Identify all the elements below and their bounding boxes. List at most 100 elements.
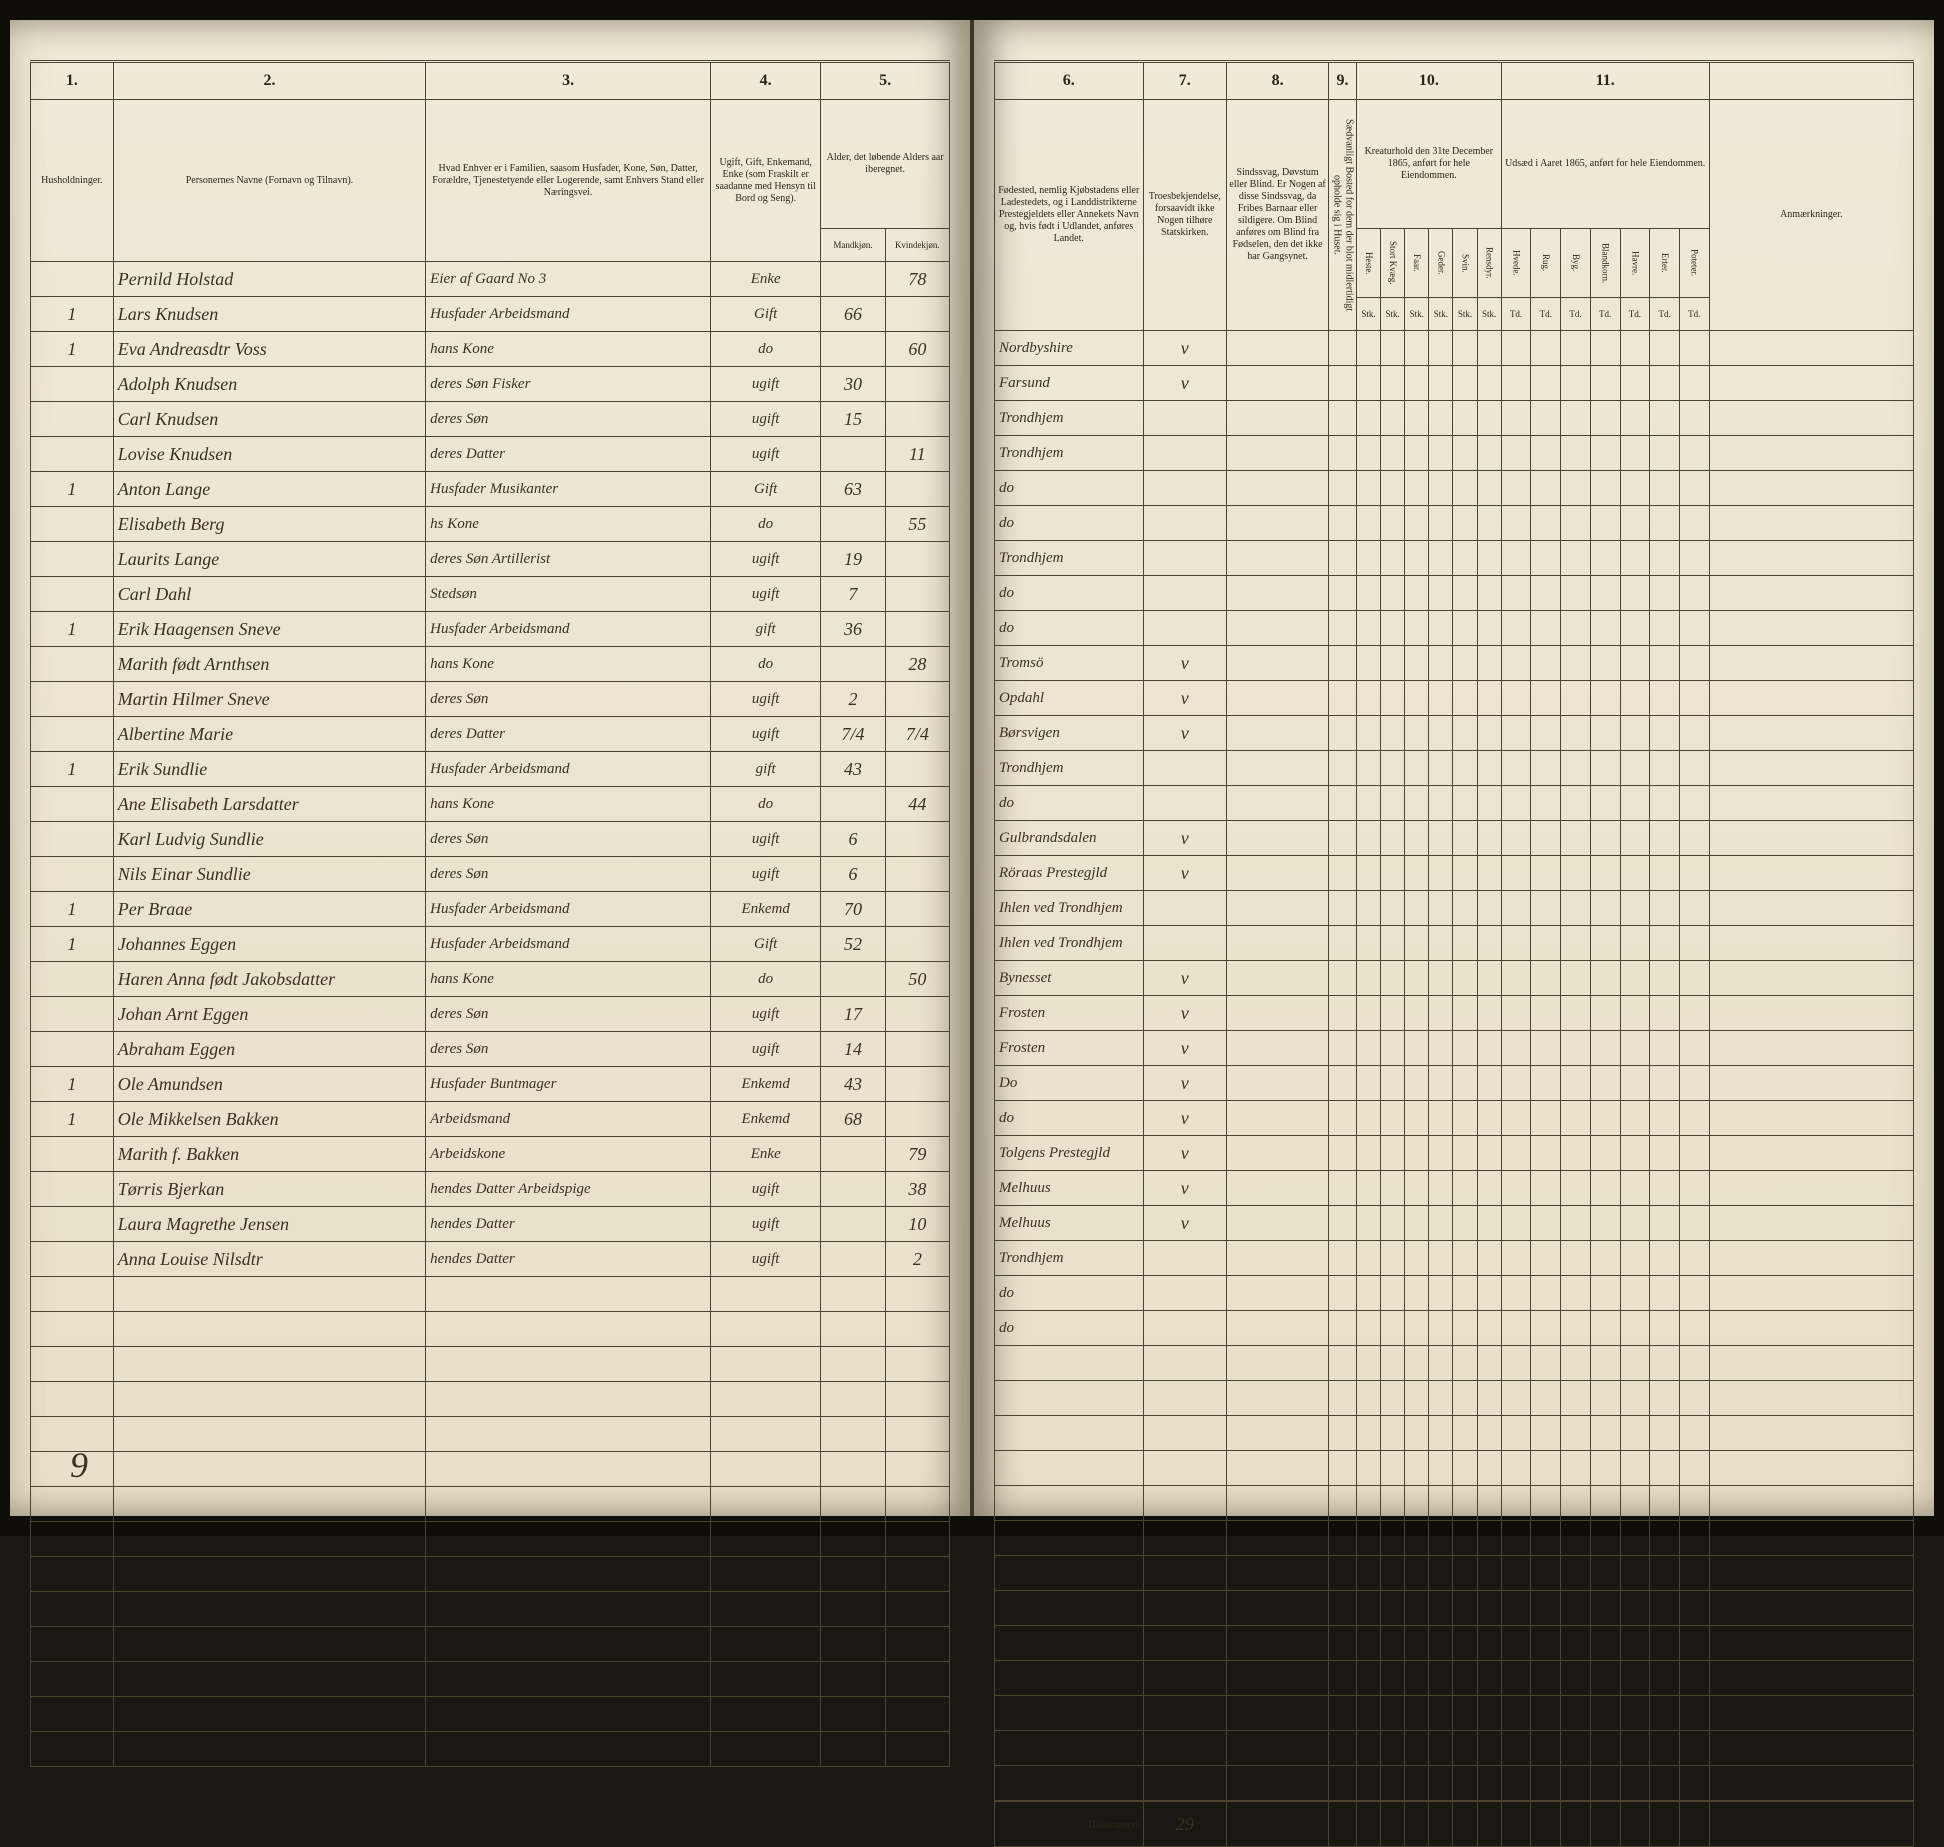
cell-blank xyxy=(1429,856,1453,891)
cell-blank xyxy=(1227,1311,1329,1346)
cell-name: Ane Elisabeth Larsdatter xyxy=(113,787,425,822)
cell-hh xyxy=(31,262,114,297)
cell-blank xyxy=(1453,366,1477,401)
cell-blank xyxy=(1405,891,1429,926)
cell-blank xyxy=(1679,891,1709,926)
table-row: Trondhjem xyxy=(995,541,1914,576)
subhead-kreatur: Faar. xyxy=(1405,229,1429,298)
cell-stat: ugift xyxy=(711,1172,821,1207)
cell-blank xyxy=(1227,891,1329,926)
table-row-blank xyxy=(31,1592,950,1627)
cell-ann xyxy=(1709,1206,1913,1241)
cell-blank xyxy=(1590,471,1620,506)
cell-blank xyxy=(1405,1066,1429,1101)
cell-birthplace: Do xyxy=(995,1066,1144,1101)
cell-blank xyxy=(1650,821,1680,856)
table-row: Johan Arnt Eggenderes Sønugift17 xyxy=(31,997,950,1032)
cell-age-f xyxy=(885,1067,949,1102)
cell-blank xyxy=(1679,821,1709,856)
cell-blank xyxy=(1381,611,1405,646)
cell-age-f xyxy=(885,297,949,332)
table-row-blank xyxy=(995,1766,1914,1802)
cell-age-m: 70 xyxy=(821,892,885,927)
cell-hh xyxy=(31,542,114,577)
cell-blank xyxy=(1590,541,1620,576)
cell-blank xyxy=(1329,366,1357,401)
cell-blank xyxy=(1429,786,1453,821)
cell-stat: Enkemd xyxy=(711,1067,821,1102)
unit-td: Td. xyxy=(1531,298,1561,331)
cell-blank xyxy=(1477,1241,1501,1276)
cell-stat: Enkemd xyxy=(711,1102,821,1137)
cell-blank xyxy=(1590,961,1620,996)
cell-hh xyxy=(31,717,114,752)
cell-blank xyxy=(1453,751,1477,786)
cell-blank xyxy=(1620,1031,1650,1066)
cell-name: Albertine Marie xyxy=(113,717,425,752)
cell-age-f xyxy=(885,1032,949,1067)
cell-blank xyxy=(1405,1206,1429,1241)
cell-blank xyxy=(1679,576,1709,611)
cell-blank xyxy=(1453,331,1477,366)
cell-birthplace: Melhuus xyxy=(995,1206,1144,1241)
cell-blank xyxy=(1453,646,1477,681)
table-row-blank xyxy=(31,1347,950,1382)
cell-mark xyxy=(1143,576,1227,611)
cell-hh xyxy=(31,1172,114,1207)
cell-mark: v xyxy=(1143,996,1227,1031)
cell-age-f: 78 xyxy=(885,262,949,297)
cell-blank xyxy=(1381,506,1405,541)
unit-td: Td. xyxy=(1620,298,1650,331)
table-row: Laura Magrethe Jensenhendes Datterugift1… xyxy=(31,1207,950,1242)
cell-rel: hans Kone xyxy=(426,787,711,822)
cell-mark: v xyxy=(1143,366,1227,401)
cell-age-m: 30 xyxy=(821,367,885,402)
table-row: Ihlen ved Trondhjem xyxy=(995,926,1914,961)
cell-ann xyxy=(1709,646,1913,681)
cell-birthplace: Trondhjem xyxy=(995,436,1144,471)
cell-blank xyxy=(1531,436,1561,471)
cell-blank xyxy=(1227,541,1329,576)
cell-blank xyxy=(1227,961,1329,996)
cell-blank xyxy=(1561,926,1591,961)
cell-blank xyxy=(1227,436,1329,471)
cell-blank xyxy=(1531,646,1561,681)
cell-blank xyxy=(1590,1136,1620,1171)
cell-ann xyxy=(1709,926,1913,961)
cell-ann xyxy=(1709,331,1913,366)
table-row: do xyxy=(995,471,1914,506)
cell-blank xyxy=(1453,856,1477,891)
cell-blank xyxy=(1405,1101,1429,1136)
cell-blank xyxy=(1227,1101,1329,1136)
cell-blank xyxy=(1477,786,1501,821)
cell-blank xyxy=(1329,821,1357,856)
cell-blank xyxy=(1650,786,1680,821)
cell-stat: ugift xyxy=(711,1242,821,1277)
cell-age-m xyxy=(821,507,885,542)
table-row-blank xyxy=(31,1312,950,1347)
cell-birthplace: Trondhjem xyxy=(995,541,1144,576)
cell-hh: 1 xyxy=(31,1067,114,1102)
subhead-udsaed: Hvede. xyxy=(1501,229,1531,298)
cell-blank xyxy=(1477,401,1501,436)
col-num-11: 11. xyxy=(1501,62,1709,100)
cell-blank xyxy=(1329,926,1357,961)
cell-name: Tørris Bjerkan xyxy=(113,1172,425,1207)
cell-ann xyxy=(1709,1171,1913,1206)
cell-blank xyxy=(1590,576,1620,611)
cell-age-f xyxy=(885,542,949,577)
cell-blank xyxy=(1429,611,1453,646)
cell-age-f xyxy=(885,927,949,962)
right-table: 6. 7. 8. 9. 10. 11. Fødested, nemlig Kjø… xyxy=(994,60,1914,1847)
cell-blank xyxy=(1501,891,1531,926)
cell-birthplace: Nordbyshire xyxy=(995,331,1144,366)
cell-age-m: 6 xyxy=(821,822,885,857)
cell-blank xyxy=(1356,366,1380,401)
cell-blank xyxy=(1650,1031,1680,1066)
cell-blank xyxy=(1227,1171,1329,1206)
cell-blank xyxy=(1531,996,1561,1031)
cell-blank xyxy=(1405,1276,1429,1311)
cell-blank xyxy=(1650,366,1680,401)
cell-blank xyxy=(1356,471,1380,506)
cell-blank xyxy=(1501,751,1531,786)
